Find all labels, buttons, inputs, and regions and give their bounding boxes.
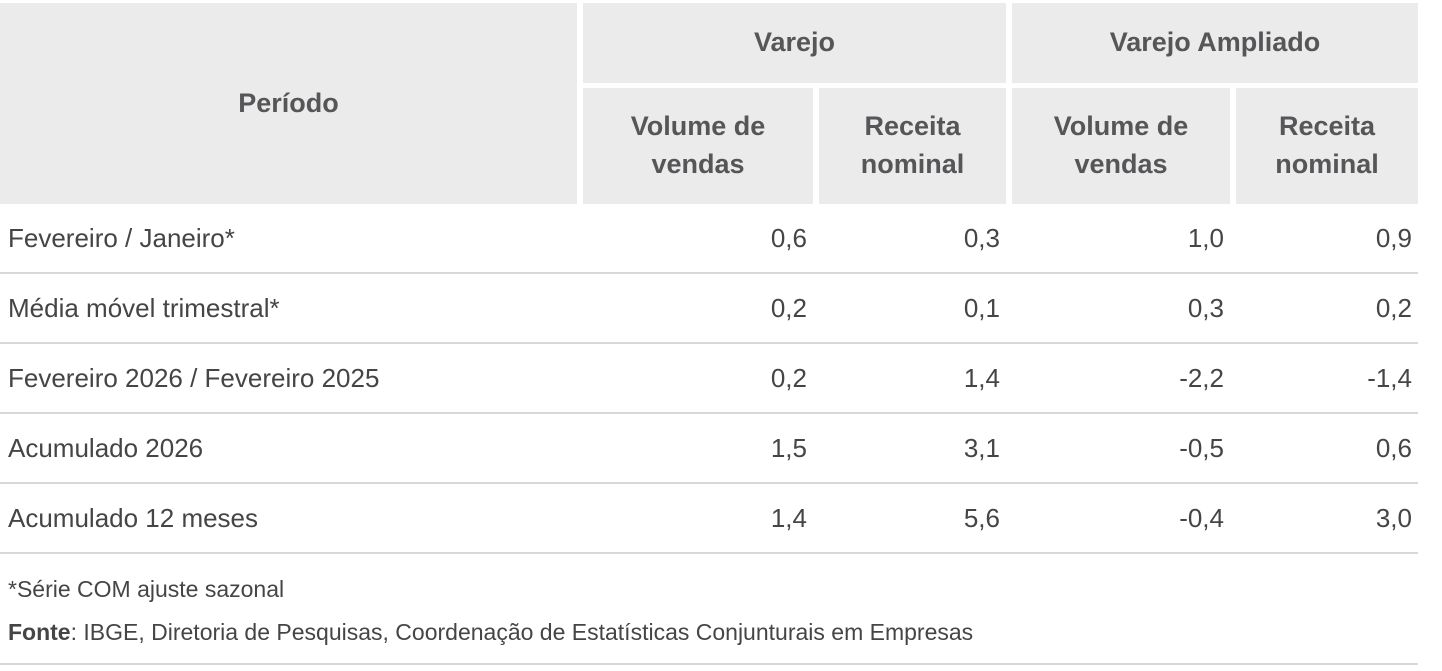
value-cell: 3,0 bbox=[1375, 502, 1412, 533]
value-cell: 0,2 bbox=[770, 362, 807, 393]
value-cell: 0,2 bbox=[1375, 292, 1412, 323]
source-label: Fonte bbox=[8, 619, 71, 645]
source-text: : IBGE, Diretoria de Pesquisas, Coordena… bbox=[70, 619, 974, 645]
retail-indicators-table: Período Varejo Varejo Ampliado Volume de… bbox=[0, 3, 1418, 665]
value-cell: -1,4 bbox=[1367, 362, 1412, 393]
source-note: Fonte: IBGE, Diretoria de Pesquisas, Coo… bbox=[8, 617, 1418, 647]
table-row: Média móvel trimestral* 0,2 0,1 0,3 0,2 bbox=[0, 274, 1418, 344]
column-header-varejo-receita-nominal: Receita nominal bbox=[819, 88, 1006, 204]
value-cell: 0,9 bbox=[1375, 222, 1412, 253]
value-cell: 0,6 bbox=[1375, 432, 1412, 463]
value-cell: 0,2 bbox=[770, 292, 807, 323]
value-cell: 5,6 bbox=[963, 502, 1000, 533]
value-cell: 0,3 bbox=[963, 222, 1000, 253]
period-cell: Média móvel trimestral* bbox=[8, 292, 280, 323]
seasonal-adjustment-note: *Série COM ajuste sazonal bbox=[8, 576, 285, 602]
table-body: Fevereiro / Janeiro* 0,6 0,3 1,0 0,9 Méd… bbox=[0, 204, 1418, 554]
period-cell: Fevereiro / Janeiro* bbox=[8, 222, 235, 253]
value-cell: 1,4 bbox=[770, 502, 807, 533]
value-cell: 0,6 bbox=[770, 222, 807, 253]
value-cell: 1,0 bbox=[1187, 222, 1224, 253]
retail-indicators-page: Período Varejo Varejo Ampliado Volume de… bbox=[0, 3, 1442, 671]
period-cell: Acumulado 2026 bbox=[8, 432, 204, 463]
column-group-varejo-ampliado: Varejo Ampliado bbox=[1012, 3, 1418, 83]
value-cell: -0,5 bbox=[1179, 432, 1224, 463]
column-header-ampliado-volume-vendas: Volume de vendas bbox=[1012, 88, 1230, 204]
value-cell: 3,1 bbox=[963, 432, 1000, 463]
period-cell: Acumulado 12 meses bbox=[8, 502, 259, 533]
value-cell: -0,4 bbox=[1179, 502, 1224, 533]
table-row: Fevereiro / Janeiro* 0,6 0,3 1,0 0,9 bbox=[0, 204, 1418, 274]
column-group-varejo: Varejo bbox=[583, 3, 1006, 83]
table-footnotes: *Série COM ajuste sazonal Fonte: IBGE, D… bbox=[0, 554, 1418, 665]
value-cell: -2,2 bbox=[1179, 362, 1224, 393]
value-cell: 1,4 bbox=[963, 362, 1000, 393]
value-cell: 1,5 bbox=[770, 432, 807, 463]
table-row: Fevereiro 2026 / Fevereiro 2025 0,2 1,4 … bbox=[0, 344, 1418, 414]
column-header-varejo-volume-vendas: Volume de vendas bbox=[583, 88, 813, 204]
table-header: Período Varejo Varejo Ampliado Volume de… bbox=[0, 3, 1418, 204]
value-cell: 0,1 bbox=[963, 292, 1000, 323]
column-header-period: Período bbox=[0, 3, 577, 204]
table-row: Acumulado 2026 1,5 3,1 -0,5 0,6 bbox=[0, 414, 1418, 484]
period-cell: Fevereiro 2026 / Fevereiro 2025 bbox=[8, 362, 380, 393]
table-row: Acumulado 12 meses 1,4 5,6 -0,4 3,0 bbox=[0, 484, 1418, 554]
column-header-ampliado-receita-nominal: Receita nominal bbox=[1236, 88, 1418, 204]
value-cell: 0,3 bbox=[1187, 292, 1224, 323]
